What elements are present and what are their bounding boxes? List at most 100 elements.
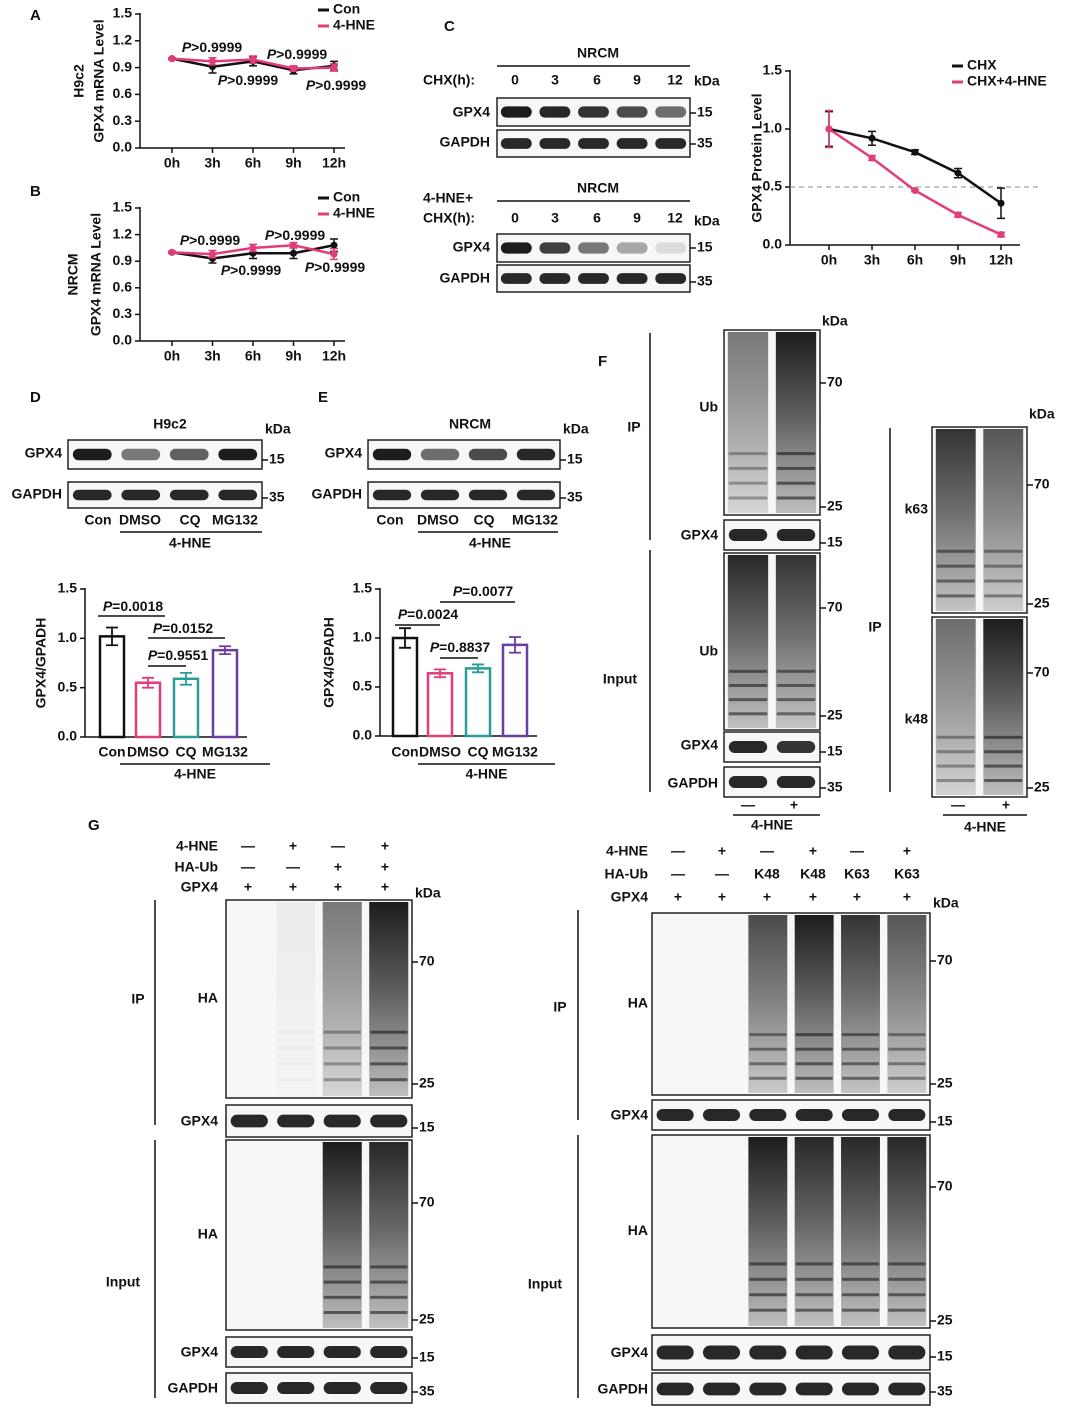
band xyxy=(230,1346,268,1358)
lane-label: — xyxy=(241,859,255,875)
label: kDa xyxy=(694,73,720,89)
lane-label: 3 xyxy=(551,72,559,88)
marker-label: 35 xyxy=(567,489,583,505)
y-tick-label: 1.0 xyxy=(763,120,783,136)
lane-label: MG132 xyxy=(212,512,258,528)
band xyxy=(230,1114,268,1128)
band xyxy=(936,549,975,553)
row-label: GPX4 xyxy=(181,1344,219,1360)
band xyxy=(841,1345,880,1360)
band xyxy=(841,1062,880,1066)
marker-label: 25 xyxy=(827,707,843,723)
label: GAPDH xyxy=(11,486,62,502)
band xyxy=(936,750,975,754)
band xyxy=(749,1293,787,1297)
band xyxy=(277,1062,314,1065)
label: GPX4 xyxy=(25,445,63,461)
band xyxy=(539,106,571,118)
lane-label: + xyxy=(809,843,817,859)
band xyxy=(539,242,571,254)
y-tick-label: 1.0 xyxy=(353,629,373,645)
data-point xyxy=(330,250,338,258)
label: 4-HNE xyxy=(751,817,793,833)
x-tick-label: 3h xyxy=(204,348,220,364)
y-tick-label: 0.0 xyxy=(353,727,373,743)
marker-label: 25 xyxy=(1034,595,1050,611)
band xyxy=(539,273,571,284)
band xyxy=(702,1382,741,1396)
band xyxy=(370,1062,408,1066)
band xyxy=(655,138,687,149)
band xyxy=(888,1076,926,1080)
label: GAPDH xyxy=(667,775,718,791)
band xyxy=(72,489,112,501)
y-tick-label: 0.5 xyxy=(353,678,373,694)
lane-label: — xyxy=(241,838,255,854)
smear xyxy=(841,915,880,1093)
p-value: P=0.0077 xyxy=(453,583,514,599)
y-tick-label: 1.5 xyxy=(58,580,78,596)
band xyxy=(936,735,975,739)
band xyxy=(936,779,975,782)
data-point xyxy=(954,169,962,177)
marker-label: 15 xyxy=(827,534,843,550)
lane-label: + xyxy=(763,889,771,905)
band xyxy=(323,1030,361,1034)
marker-label: 35 xyxy=(697,273,713,289)
band xyxy=(728,466,768,470)
band xyxy=(795,1047,833,1051)
label: IP xyxy=(868,619,881,635)
marker-label: 15 xyxy=(567,451,583,467)
band xyxy=(776,741,816,753)
bar xyxy=(172,677,200,739)
row-label: HA xyxy=(198,1226,218,1242)
p-value: P>0.9999 xyxy=(265,227,326,243)
p-value: P>0.9999 xyxy=(218,72,279,88)
band xyxy=(984,549,1023,553)
label: NRCM xyxy=(449,416,491,432)
band xyxy=(323,1114,361,1128)
marker-label: 70 xyxy=(419,1194,435,1210)
band xyxy=(578,138,609,149)
p-value: P=0.0024 xyxy=(398,606,459,622)
label: Ub xyxy=(699,643,718,659)
label: Input xyxy=(106,1274,141,1290)
y-tick-label: 0.5 xyxy=(58,678,78,694)
band xyxy=(655,106,687,118)
lane-label: 9 xyxy=(633,210,641,226)
marker-label: 70 xyxy=(1034,476,1050,492)
x-tick-label: 6h xyxy=(245,348,261,364)
band xyxy=(984,579,1023,583)
panel-letter: F xyxy=(598,353,607,370)
band xyxy=(795,1076,833,1080)
band xyxy=(323,1346,361,1358)
band xyxy=(776,712,816,716)
smear xyxy=(727,332,769,513)
y-tick-label: 0.0 xyxy=(763,236,783,252)
legend-label: CHX+4-HNE xyxy=(967,73,1047,89)
label: 4-HNE+ xyxy=(423,190,473,206)
label: kDa xyxy=(265,421,291,437)
bar xyxy=(211,648,239,739)
band xyxy=(728,698,768,702)
band xyxy=(370,1382,408,1394)
group-label: 4-HNE xyxy=(465,766,507,782)
band xyxy=(888,1293,926,1297)
band xyxy=(578,106,609,118)
band xyxy=(420,448,460,461)
bar xyxy=(464,667,492,738)
x-tick-label: 3h xyxy=(864,252,880,268)
marker-label: 15 xyxy=(937,1348,953,1364)
label: k48 xyxy=(905,711,929,727)
band xyxy=(728,496,768,500)
band xyxy=(841,1308,880,1312)
band xyxy=(121,489,161,501)
bar xyxy=(98,635,126,739)
marker-label: 25 xyxy=(419,1311,435,1327)
lane-label: — xyxy=(850,843,864,859)
label: CHX(h): xyxy=(423,72,475,88)
marker-label: 15 xyxy=(697,104,713,120)
row-label: HA xyxy=(198,990,218,1006)
band xyxy=(728,776,768,788)
smear xyxy=(322,1142,362,1328)
